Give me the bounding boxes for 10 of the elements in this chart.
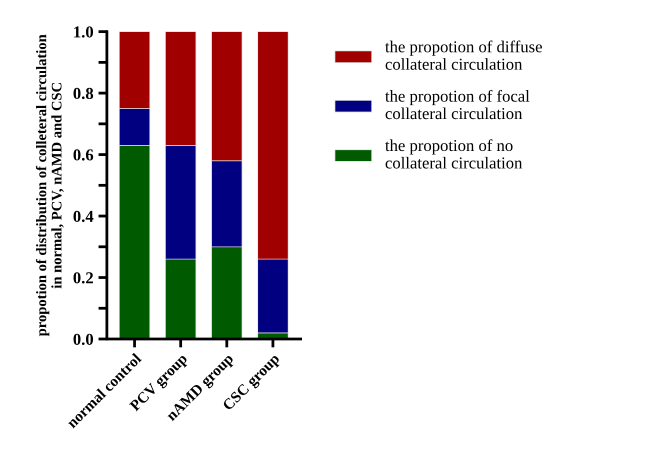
- y-axis-title: propotion of distribution of colleteral circulation in normal, PCV, nAMD and CSC: [36, 34, 64, 336]
- legend-label: the propotion of no collateral circulation: [385, 139, 522, 169]
- y-tick-label: 0.2: [73, 272, 93, 284]
- y-tick-label: 0.0: [73, 334, 94, 346]
- legend-label: the propotion of focal collateral circulation: [385, 90, 530, 120]
- y-tick-label: 0.8: [73, 88, 94, 100]
- y-tick-label: 1.0: [74, 26, 94, 38]
- legend-label: the propotion of diffuse collateral circulation: [385, 40, 542, 70]
- y-tick-label: 0.6: [73, 149, 94, 161]
- y-tick-label: 0.4: [73, 210, 94, 222]
